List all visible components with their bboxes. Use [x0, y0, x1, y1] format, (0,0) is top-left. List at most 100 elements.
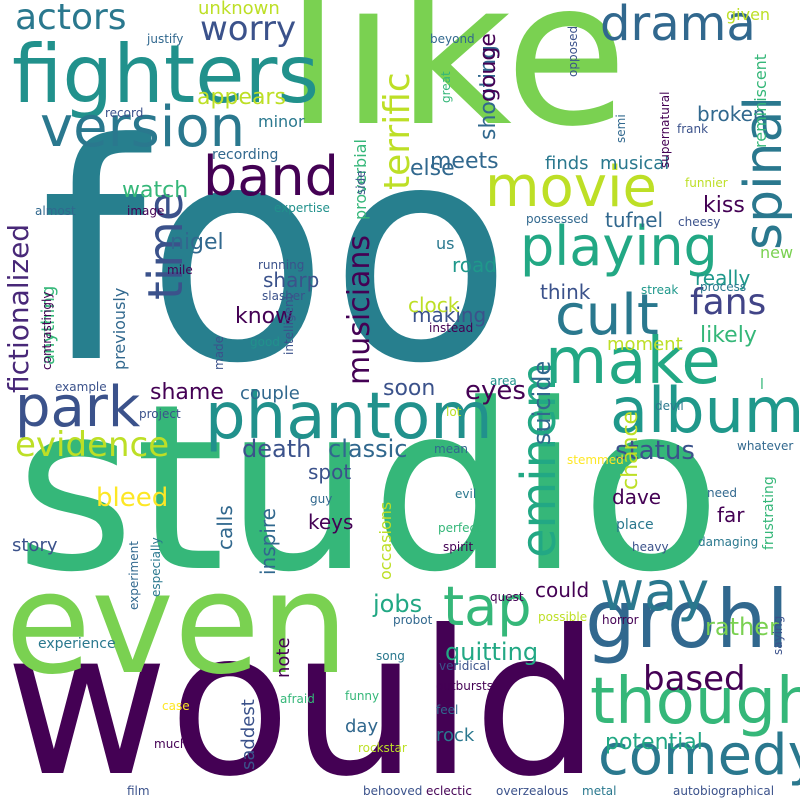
word-intelligent: intelligent [282, 294, 296, 355]
word-previously: previously [110, 287, 129, 370]
word-cult: cult [555, 283, 659, 348]
word-overzealous: overzealous [496, 784, 569, 798]
word-beyond: beyond [430, 32, 475, 46]
word-finds: finds [545, 153, 589, 174]
word-really: really [695, 266, 751, 290]
word-far: far [717, 503, 745, 527]
word-death: death [242, 435, 312, 463]
word-spirit: spirit [443, 540, 474, 554]
word-minor: minor [258, 112, 305, 131]
word-like: like [285, 0, 628, 171]
word-case: case [162, 699, 190, 713]
word-area: area [490, 374, 517, 388]
word-shame: shame [150, 380, 224, 405]
word-broken: broken [697, 102, 766, 126]
word-afraid: afraid [280, 692, 315, 706]
word-even: even [5, 543, 349, 706]
word-slasher: slasher [262, 289, 306, 303]
word-streak: streak [641, 283, 679, 297]
word-studio: studio [15, 356, 722, 623]
word-comedy: comedy [598, 723, 800, 788]
word-project: project [139, 407, 181, 421]
word-experiment: experiment [127, 541, 141, 610]
word-day: day [345, 716, 379, 737]
word-evidence: evidence [15, 425, 170, 465]
word-mean: mean [434, 442, 469, 456]
word-record: record [105, 106, 144, 120]
word-clock: clock [408, 293, 460, 317]
word-reminiscent: reminiscent [751, 53, 770, 148]
word-place: place [616, 517, 654, 533]
word-good: good [250, 335, 280, 349]
word-especially: especially [149, 537, 163, 597]
word-film: film [127, 784, 150, 798]
word-tap: tap [443, 575, 532, 638]
word-justify: justify [147, 32, 184, 46]
word-fictionalized: fictionalized [2, 223, 35, 393]
word-running: running [258, 258, 305, 272]
word-though: though [590, 665, 800, 739]
word-unknown: unknown [198, 0, 280, 19]
word-making: making [412, 303, 487, 327]
word-meets: meets [430, 149, 499, 174]
word-classic: classic [328, 435, 408, 463]
word-eclectic: eclectic [426, 784, 472, 798]
word-chance: chance [618, 410, 643, 490]
word-saying: saying [771, 615, 785, 655]
word-made: made [212, 335, 226, 370]
word-heavy: heavy [632, 540, 669, 554]
word-guy: guy [310, 492, 333, 506]
word-quitting: quitting [445, 638, 539, 666]
word-else: else [410, 156, 455, 181]
word-great: great [439, 71, 453, 103]
word-feel: feel [436, 703, 459, 717]
word-mile: mile [167, 263, 193, 277]
word-song: song [376, 649, 405, 663]
word-make: make [545, 325, 721, 399]
word-actors: actors [15, 0, 127, 38]
word-process: process [700, 280, 747, 294]
word-road: road [452, 253, 497, 277]
word-could: could [535, 578, 590, 602]
word-soon: soon [383, 376, 436, 401]
word-instead: instead [429, 321, 474, 335]
word-way: way [600, 560, 710, 623]
word-supernatural: supernatural [658, 91, 672, 168]
word-phantom: phantom [205, 380, 493, 454]
word-cheesy: cheesy [678, 215, 721, 229]
word-funnier: funnier [685, 176, 728, 190]
word-new: new [760, 243, 794, 262]
word-drama: drama [600, 0, 756, 52]
word-based: based [643, 659, 746, 699]
word-park: park [15, 375, 141, 440]
word-grohl: grohl [585, 573, 789, 666]
word-fans: fans [690, 282, 767, 323]
word-side: side [354, 170, 368, 195]
word-damaging: damaging [698, 535, 759, 549]
word-occasions: occasions [376, 501, 395, 580]
word-example: example [55, 380, 107, 394]
word-horror: horror [602, 613, 639, 627]
word-gouge: gouge [476, 33, 501, 102]
word-frustrating: frustrating [761, 476, 777, 550]
word-watch: watch [122, 178, 189, 203]
word-calls: calls [213, 505, 237, 550]
word-sharp: sharp [263, 268, 320, 292]
word-musicians: musicians [342, 234, 377, 385]
word-saddest: saddest [238, 699, 259, 770]
word-possessed: possessed [526, 212, 589, 226]
word-spot: spot [308, 460, 352, 484]
word-nigel: nigel [170, 230, 224, 255]
word-appears: appears [197, 85, 286, 110]
word-worry: worry [200, 9, 297, 49]
word-movie: movie [485, 155, 657, 220]
word-probot: probot [393, 613, 433, 627]
word-couple: couple [240, 383, 300, 404]
word-almost: almost [35, 204, 76, 218]
word-frank: frank [677, 122, 709, 136]
word-jobs: jobs [373, 590, 423, 618]
word-fighters: fighters [12, 28, 320, 121]
word-musical: musical [600, 153, 670, 174]
word-recording: recording [212, 147, 279, 163]
word-funny: funny [345, 689, 380, 703]
